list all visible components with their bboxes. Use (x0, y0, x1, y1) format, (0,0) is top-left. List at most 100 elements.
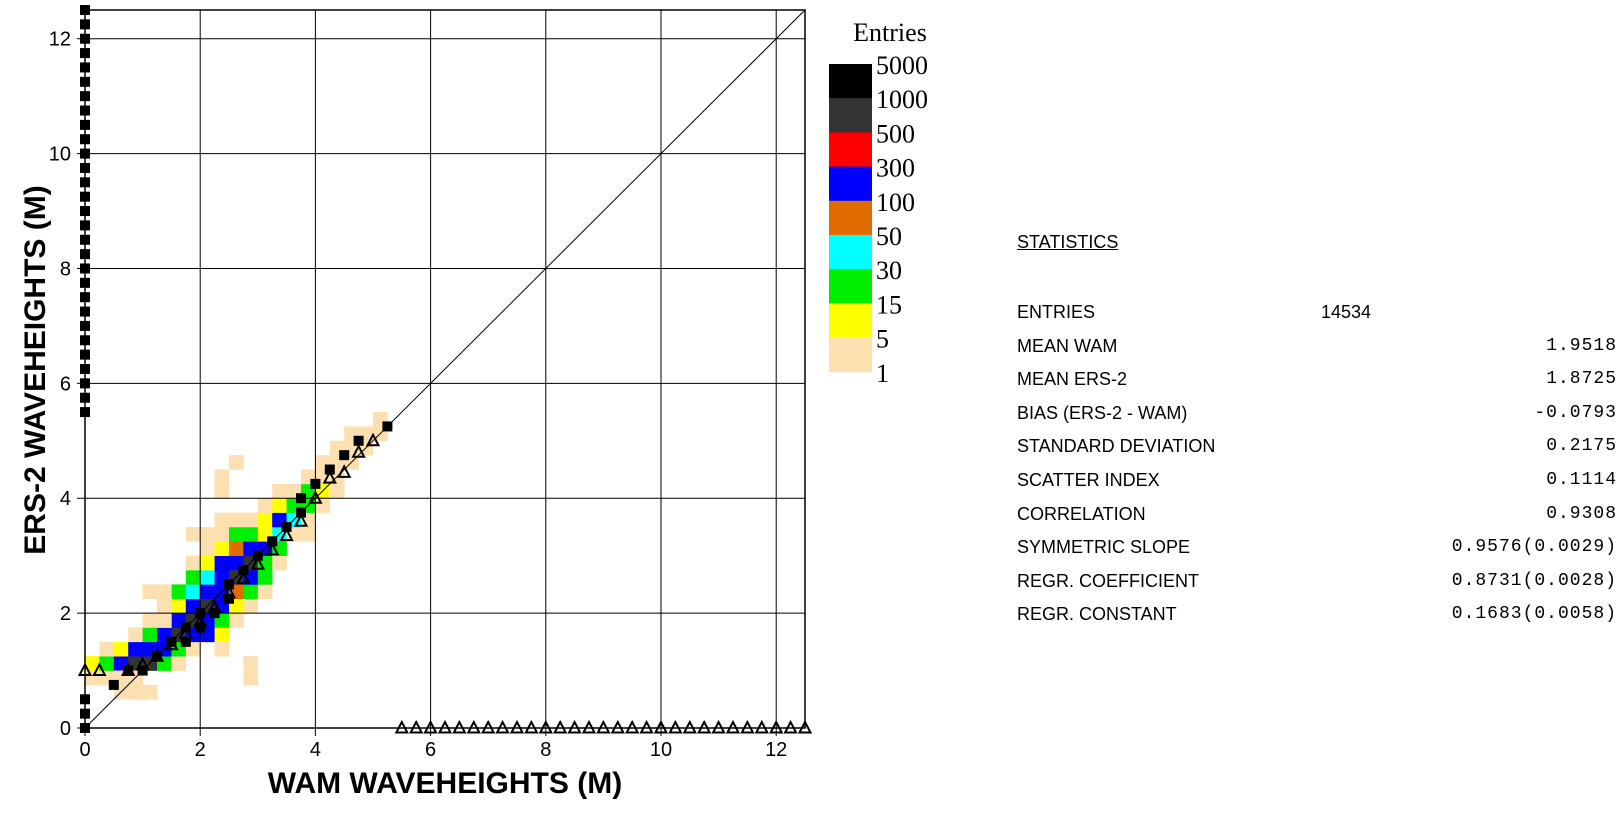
y-tick-label: 12 (49, 29, 71, 51)
wam-mean-triangle (236, 570, 251, 585)
stat-value: 0.1114 (1546, 470, 1617, 490)
ers2-mean-square (324, 464, 335, 475)
density-cell (142, 684, 158, 700)
wam-mean-triangle (466, 719, 481, 734)
density-cell (200, 570, 215, 585)
density-cell (329, 483, 345, 499)
stat-value: 0.1683(0.0058) (1451, 604, 1617, 625)
stat-label: REGR. COEFFICIENT (1017, 570, 1200, 591)
density-cell (272, 498, 287, 513)
ers2-mean-square (195, 622, 206, 633)
ers2-mean-square (310, 478, 321, 489)
ers2-mean-square (353, 435, 364, 446)
ers2-mean-square (80, 177, 90, 188)
stat-value: 0.8731(0.0028) (1451, 570, 1617, 591)
wam-mean-triangle (567, 719, 582, 734)
stat-label: MEAN WAM (1017, 335, 1118, 356)
ers2-mean-square (80, 220, 90, 231)
x-tick-label: 4 (310, 739, 321, 761)
ers2-mean-square (382, 421, 393, 432)
stat-value: -0.0793 (1534, 402, 1617, 423)
density-cell (157, 613, 172, 628)
wam-mean-triangle (178, 625, 193, 639)
legend-label: 500 (876, 119, 915, 148)
wam-mean-triangle (711, 719, 726, 734)
wam-mean-triangle (639, 719, 654, 734)
legend-swatch (829, 132, 872, 168)
ers2-mean-square (80, 708, 90, 719)
density-cell (214, 541, 230, 556)
density-cell (229, 512, 244, 528)
legend-swatch (829, 64, 872, 99)
density-cell (243, 584, 259, 600)
density-cell (301, 526, 316, 542)
wam-mean-triangle (668, 719, 683, 734)
ers2-mean-square (80, 292, 90, 303)
density-cell (214, 555, 230, 571)
legend-label: 300 (876, 154, 915, 183)
ers2-mean-square (166, 636, 177, 647)
ers2-mean-square (80, 349, 90, 360)
density-cell (200, 584, 215, 600)
identity-line (84, 9, 806, 729)
ers2-mean-square (108, 679, 119, 690)
ers2-mean-square (296, 507, 306, 518)
stat-label: SCATTER INDEX (1017, 470, 1160, 490)
axis-ticks: 0 2 4 6 8 10 12 0 2 4 6 8 10 12 (49, 29, 788, 761)
wam-mean-triangle (337, 464, 352, 478)
density-cell (142, 613, 158, 628)
wam-mean-triangle (164, 636, 179, 651)
legend-swatch (829, 303, 872, 339)
wam-mean-triangle (581, 719, 597, 734)
y-tick-label: 10 (49, 144, 71, 166)
density-cell (243, 656, 259, 671)
stat-label: MEAN ERS-2 (1017, 369, 1128, 390)
ers2-mean-square (80, 407, 90, 418)
stat-value: 1.8725 (1546, 369, 1617, 390)
legend-label: 100 (876, 188, 915, 217)
density-cell (85, 670, 100, 686)
y-tick-label: 2 (60, 603, 71, 625)
density-cell (128, 684, 143, 700)
legend-label: 5 (876, 325, 889, 354)
density-cell (257, 498, 273, 513)
ers2-mean-square (80, 105, 90, 116)
ers2-mean-square (80, 364, 90, 374)
ers2-mean-square (80, 306, 90, 317)
statistics-title: STATISTICS (1017, 232, 1119, 252)
wam-mean-triangle (193, 613, 208, 628)
wam-mean-triangle (740, 719, 755, 734)
wam-mean-triangle (481, 719, 496, 734)
wam-mean-triangle (265, 541, 280, 556)
ers2-mean-square (80, 62, 90, 73)
ers2-mean-square (80, 119, 90, 130)
wam-mean-triangle (524, 719, 539, 734)
wam-mean-triangle (754, 719, 769, 734)
ers2-mean-square (80, 134, 90, 145)
ers2-mean-square (123, 665, 134, 676)
density-cell (113, 641, 129, 657)
ers2-mean-square (152, 651, 162, 662)
wam-mean-triangle (437, 719, 453, 734)
ers2-mean-square (80, 76, 90, 87)
ers2-mean-square (252, 550, 263, 561)
wam-mean-triangle (394, 719, 409, 734)
ers2-mean-square (80, 335, 90, 346)
density-cell (214, 641, 230, 657)
legend-label: 1000 (876, 85, 928, 114)
wam-mean-triangle (495, 719, 510, 734)
density-cell (257, 584, 273, 600)
wam-mean-triangle (509, 719, 525, 734)
density-cell (243, 526, 259, 542)
ers2-mean-square (339, 450, 350, 461)
stat-label: CORRELATION (1017, 503, 1146, 524)
statistics-panel: STATISTICS ENTRIES 14534 MEAN WAM 1.9518 MEA… (1017, 232, 1617, 652)
y-axis-title: ERS-2 WAVEHEIGHTS (M) (19, 185, 52, 554)
ers2-mean-square (80, 277, 90, 288)
wam-mean-triangle (596, 719, 611, 734)
stat-value: 14534 (1321, 302, 1372, 322)
density-cell (315, 498, 331, 513)
x-tick-label: 0 (79, 739, 90, 761)
density-cell (200, 555, 215, 571)
x-tick-label: 2 (195, 739, 206, 761)
